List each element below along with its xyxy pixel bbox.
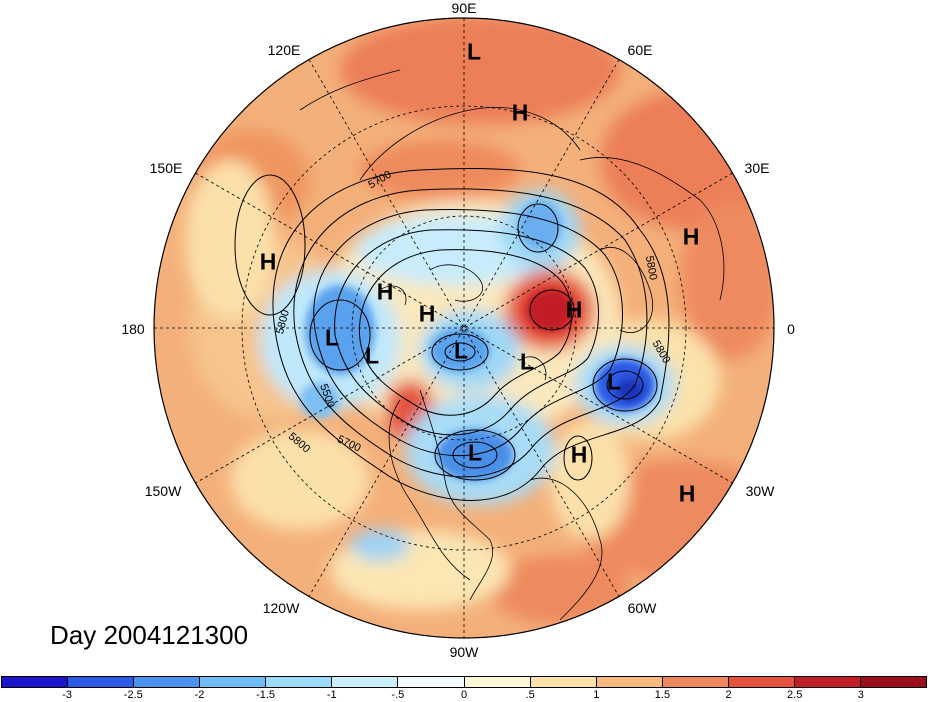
pressure-center-high: H	[376, 278, 394, 305]
colorbar-tick-label: 0	[460, 689, 468, 701]
colorbar-swatch	[728, 677, 795, 687]
pressure-center-high: H	[682, 223, 700, 250]
pressure-center-low: L	[324, 324, 340, 351]
colorbar-swatch	[134, 677, 201, 687]
colorbar-swatch	[464, 677, 531, 687]
colorbar-swatch	[2, 677, 69, 687]
colorbar-tick-label: -2	[194, 689, 205, 701]
lon-label-150w: 150W	[144, 483, 182, 499]
colorbar-swatch	[68, 677, 135, 687]
pressure-center-low: L	[466, 38, 482, 65]
colorbar-tick-label: -1	[326, 689, 337, 701]
colorbar-swatch	[530, 677, 597, 687]
pressure-center-high: H	[565, 296, 583, 323]
colorbar-tick-label: .5	[525, 689, 535, 701]
colorbar-tick-label: 2	[725, 689, 732, 701]
colorbar-tick-label: 2.5	[787, 689, 803, 701]
anomaly-field	[154, 18, 774, 638]
lon-label-90e: 90E	[451, 0, 477, 16]
colorbar-tick-label: -3	[62, 689, 73, 701]
height-contours	[234, 168, 670, 501]
colorbar-swatch	[861, 677, 927, 687]
colorbar-tick-label: 1.5	[654, 689, 671, 701]
colorbar-tick-label: -2.5	[123, 689, 143, 701]
colorbar-swatch	[794, 677, 862, 687]
pressure-center-high: H	[511, 99, 529, 126]
colorbar-swatch	[200, 677, 267, 687]
lon-label-30w: 30W	[745, 483, 775, 499]
colorbar-tick-label: 3	[857, 689, 864, 701]
lon-label-120w: 120W	[262, 600, 300, 616]
lon-label-0: 0	[787, 321, 795, 337]
lon-label-60w: 60W	[627, 600, 657, 616]
coastlines	[299, 69, 725, 621]
colorbar-tick-label: -1.5	[256, 689, 276, 701]
colorbar-swatch	[398, 677, 465, 687]
map-boundary	[153, 17, 775, 639]
pressure-center-high: H	[259, 248, 277, 275]
lon-label-120e: 120E	[267, 42, 301, 58]
lon-label-90w: 90W	[449, 644, 479, 660]
lon-label-180: 180	[121, 321, 145, 337]
map-title: Day 2004121300	[50, 620, 249, 650]
pressure-center-low: L	[519, 348, 535, 375]
lon-label-150e: 150E	[149, 160, 183, 176]
colorbar	[1, 676, 927, 688]
pressure-center-low: L	[606, 368, 622, 395]
pressure-center-low: L	[364, 342, 380, 369]
pressure-center-high: H	[570, 441, 588, 468]
colorbar-swatch	[596, 677, 663, 687]
colorbar-tick-label: -.5	[391, 689, 405, 701]
graticule	[154, 18, 774, 638]
lon-label-60e: 60E	[627, 42, 653, 58]
colorbar-swatch	[332, 677, 399, 687]
colorbar-swatch	[266, 677, 333, 687]
colorbar-tick-label: 1	[593, 689, 600, 701]
pressure-center-low: L	[453, 337, 469, 364]
pressure-center-low: L	[467, 439, 483, 466]
colorbar-swatch	[662, 677, 729, 687]
lon-label-30e: 30E	[744, 160, 770, 176]
pressure-center-high: H	[418, 300, 436, 327]
pressure-center-high: H	[678, 480, 696, 507]
